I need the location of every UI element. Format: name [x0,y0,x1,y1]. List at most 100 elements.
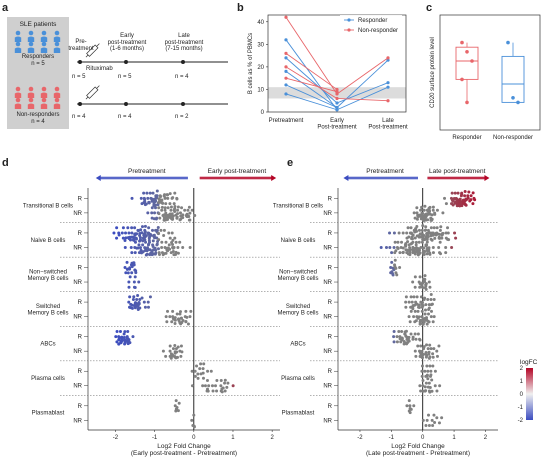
data-point [431,424,435,428]
data-point [335,105,339,110]
data-point [188,218,192,222]
data-point [428,343,432,347]
data-point [423,280,427,284]
data-point [405,231,409,235]
data-point [424,381,428,385]
data-point [180,206,184,210]
data-point [181,245,185,249]
data-point [142,300,146,304]
series-line [285,84,338,108]
data-point [429,309,433,313]
legend-tick-label: 2 [520,366,524,372]
data-point [156,247,160,251]
data-point [115,226,119,230]
data-point [425,322,429,326]
data-point [150,206,154,210]
data-point [140,296,144,300]
group-label: NR [323,211,332,217]
data-point [171,217,175,221]
data-point [411,280,415,284]
panel-letter-c: c [426,2,433,14]
group-label: R [328,266,333,272]
y-tick-label: 30 [257,42,264,48]
data-point [388,231,392,235]
row-label: Switched Memory B cells [277,304,318,317]
data-point [179,344,183,348]
data-point [435,208,439,212]
data-point [417,305,421,309]
data-point [409,332,413,336]
data-point [394,249,398,253]
y-tick-label: 0 [261,110,265,116]
data-point [424,389,428,393]
data-point [284,56,288,60]
x-axis-label: Log2 Fold Change (Early post-treatment - … [131,443,237,457]
data-point [427,303,431,307]
data-point [153,211,157,215]
data-point [454,236,458,240]
data-point [130,196,134,200]
data-point [141,243,145,247]
series-line [285,17,338,95]
data-point [393,240,397,244]
data-point [390,260,394,264]
data-point [450,191,454,195]
data-point [121,226,125,230]
data-point [114,335,118,339]
data-point [407,315,411,319]
panel-letter-e: e [287,157,294,169]
series-line [336,59,389,108]
data-point [428,252,432,256]
data-point [401,231,405,235]
data-point [168,349,172,353]
data-point [440,236,444,240]
data-point [419,295,423,299]
data-point [397,329,401,333]
data-point [444,251,448,255]
data-point [120,231,124,235]
data-point [131,335,135,339]
data-point [433,212,437,216]
data-point [419,245,423,249]
data-point [456,191,460,195]
data-point [190,369,194,373]
data-point [187,205,191,209]
data-point [411,240,415,244]
data-point [130,265,134,269]
data-point [413,309,417,313]
data-point [178,312,182,316]
data-point [201,376,205,380]
data-point [169,205,173,209]
data-point [386,56,390,60]
data-point [181,213,185,217]
data-point [135,232,139,236]
syringe-icon [85,85,100,100]
group-label: R [78,196,83,202]
data-point [412,295,416,299]
direction-arrow-left [347,176,418,180]
data-point [458,197,462,201]
data-point [190,208,194,212]
data-point [401,246,405,250]
data-point [418,248,422,252]
legend-tick-label: -1 [518,405,524,411]
data-point [150,228,154,232]
row-label: ABCs [290,342,305,348]
data-point [181,216,185,220]
data-point [168,344,172,348]
data-point [440,416,444,420]
data-point [123,266,127,270]
data-point [137,302,141,306]
data-point [427,424,431,428]
data-point [185,315,189,319]
data-point [418,285,422,289]
data-point [422,233,426,237]
data-point [127,338,131,342]
data-point [421,301,425,305]
group-label: NR [323,418,332,424]
legend-marker [347,28,351,32]
data-point [418,384,422,388]
data-point [146,196,150,200]
data-point [133,226,137,230]
